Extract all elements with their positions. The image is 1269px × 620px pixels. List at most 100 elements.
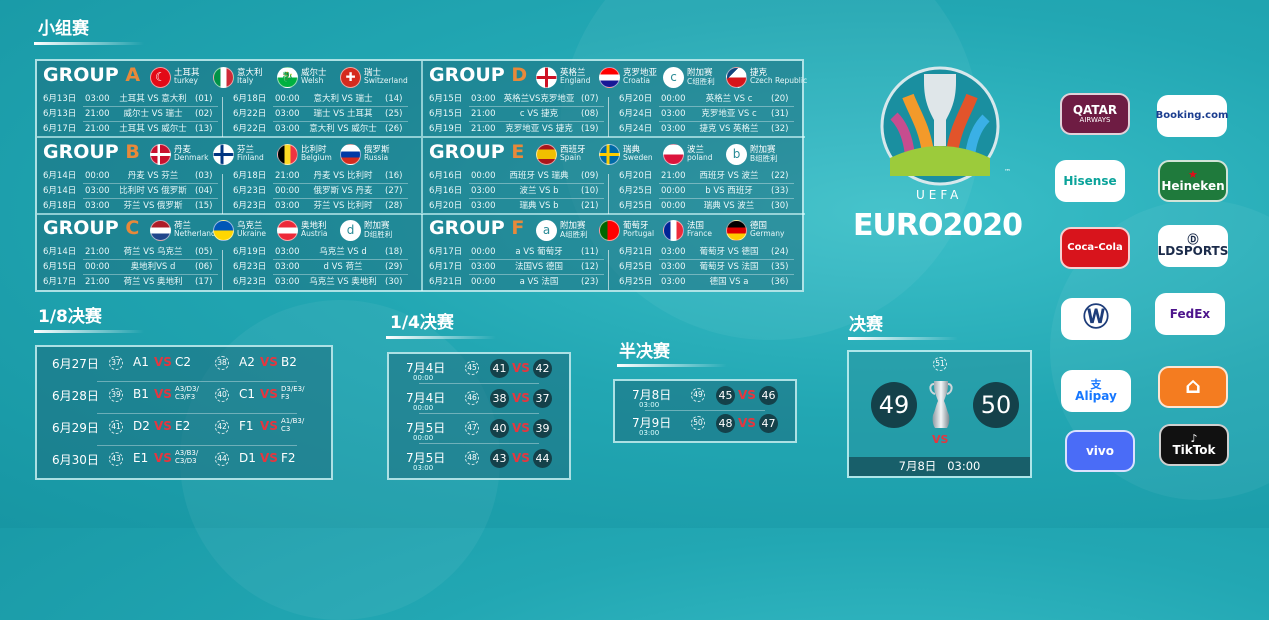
match-time: 03:00 xyxy=(639,429,660,437)
match-time: 00:00 xyxy=(471,247,496,257)
sponsor-label: FedEx xyxy=(1170,308,1210,321)
match-teams: 克罗地亚 VS 捷克 xyxy=(505,124,573,134)
match-teams: 西班牙 VS 瑞典 xyxy=(509,171,569,181)
sponsor-vivo[interactable]: vivo xyxy=(1065,430,1135,472)
team-name-cn: 附加赛 xyxy=(364,221,390,231)
sponsor-name: TikTok xyxy=(1172,443,1216,458)
team-slot: A2 xyxy=(239,355,255,369)
row-divider xyxy=(83,121,218,122)
match-time: 00:00 xyxy=(471,171,496,181)
match-row: 6月23日 03:00 乌克兰 VS 奥地利 (30) xyxy=(233,275,413,290)
match-date: 6月18日 xyxy=(233,171,267,181)
match-row: 6月15日 03:00 英格兰VS克罗地亚 (07) xyxy=(429,92,609,107)
match-date: 6月14日 xyxy=(43,171,77,181)
sponsor-label: Hisense xyxy=(1063,175,1116,188)
match-date: 6月20日 xyxy=(619,171,653,181)
turkey-flag-icon: ☾ xyxy=(150,67,171,88)
sponsor-fedex[interactable]: FedEx xyxy=(1155,293,1225,335)
sponsor-vw[interactable]: Ⓦ xyxy=(1061,298,1131,340)
team-name-en: Netherlands xyxy=(174,229,220,238)
row-divider xyxy=(273,259,408,260)
match-time: 00:00 xyxy=(661,201,686,211)
match-teams: 土耳其 VS 威尔士 xyxy=(119,124,187,134)
sponsor-bookingcom[interactable]: Booking.com xyxy=(1155,95,1229,137)
row-divider xyxy=(469,198,604,199)
row-divider xyxy=(469,106,604,107)
match-number: (23) xyxy=(581,277,599,287)
match-time: 03:00 xyxy=(275,262,300,272)
sponsor-qatar[interactable]: QATAR AIRWAYS xyxy=(1060,93,1130,135)
match-time: 00:00 xyxy=(85,262,110,272)
poland-flag-icon xyxy=(663,144,684,165)
match-date: 6月16日 xyxy=(429,171,463,181)
sponsor-label: vivo xyxy=(1086,445,1114,458)
row-divider xyxy=(469,274,604,275)
trophy-icon xyxy=(929,381,953,428)
match-date: 6月18日 xyxy=(233,94,267,104)
team-name-cn: 奥地利 xyxy=(301,221,327,231)
match-date: 6月16日 xyxy=(429,186,463,196)
sponsor-alipay[interactable]: 支 Alipay xyxy=(1061,370,1131,412)
sponsor-name: Booking.com xyxy=(1155,109,1229,121)
match-time: 03:00 xyxy=(471,94,496,104)
column-divider xyxy=(222,97,223,137)
sponsor-tiktok[interactable]: ♪ TikTok xyxy=(1159,424,1229,466)
match-teams: 威尔士 VS 瑞士 xyxy=(123,109,183,119)
match-time: 03:00 xyxy=(85,201,110,211)
team-name-en: Germany xyxy=(750,229,785,238)
sponsor-label: Ⓦ xyxy=(1083,305,1109,333)
match-number: (25) xyxy=(385,109,403,119)
match-date: 6月21日 xyxy=(619,247,653,257)
group-letter: B xyxy=(125,141,140,163)
match-row: 6月25日 00:00 b VS 西班牙 (33) xyxy=(619,184,799,199)
row-divider xyxy=(97,445,297,446)
team-name-en: poland xyxy=(687,153,713,162)
match-date: 6月15日 xyxy=(429,109,463,119)
final-title: 决赛 xyxy=(849,315,883,335)
match-number: (30) xyxy=(771,201,789,211)
sponsor-ldsports[interactable]: Ⓓ LDSPORTS xyxy=(1158,225,1228,267)
sponsor-hisense[interactable]: Hisense xyxy=(1055,160,1125,202)
sponsor-delivery[interactable]: ⌂ xyxy=(1158,366,1228,408)
team-slot: E2 xyxy=(175,419,191,433)
match-date: 6月20日 xyxy=(429,201,463,211)
team-slot: 44 xyxy=(533,449,552,468)
match-teams: 瑞士 VS 土耳其 xyxy=(313,109,373,119)
match-teams: 荷兰 VS 奥地利 xyxy=(123,277,183,287)
sponsor-cocacola[interactable]: Coca-Cola xyxy=(1060,227,1130,269)
match-row: 6月19日 03:00 乌克兰 VS d (18) xyxy=(233,245,413,260)
match-number: (04) xyxy=(195,186,213,196)
finland-flag-icon xyxy=(213,144,234,165)
match-number: 51 xyxy=(933,357,947,371)
match-date: 6月14日 xyxy=(43,247,77,257)
match-number: (28) xyxy=(385,201,403,211)
team-name-en: Ukraine xyxy=(237,229,266,238)
team-slot: 41 xyxy=(490,359,509,378)
row-divider xyxy=(659,274,794,275)
match-number: 39 xyxy=(109,388,123,402)
sponsor-sub: AIRWAYS xyxy=(1079,115,1111,124)
match-number: (06) xyxy=(195,262,213,272)
vs-label: VS xyxy=(154,451,172,465)
match-number: (08) xyxy=(581,109,599,119)
match-number: (11) xyxy=(581,247,599,257)
column-divider xyxy=(608,174,609,214)
spain-flag-icon xyxy=(536,144,557,165)
match-row: 6月22日 03:00 瑞士 VS 土耳其 (25) xyxy=(233,107,413,122)
match-time: 21:00 xyxy=(85,124,110,134)
row-divider xyxy=(469,183,604,184)
match-date: 6月23日 xyxy=(233,186,267,196)
match-teams: 捷克 VS 英格兰 xyxy=(699,124,759,134)
team-name-cn: 英格兰 xyxy=(560,68,586,78)
match-row: 6月20日 21:00 西班牙 VS 波兰 (22) xyxy=(619,169,799,184)
vs-label: VS xyxy=(512,391,530,405)
match-number: (27) xyxy=(385,186,403,196)
team-name-cn: 比利时 xyxy=(301,145,327,155)
match-date: 7月8日 xyxy=(632,388,672,402)
sponsor-heineken[interactable]: ★ Heineken xyxy=(1158,160,1228,202)
match-date: 6月14日 xyxy=(43,186,77,196)
team-slot: D1 xyxy=(239,451,256,465)
match-time: 03:00 xyxy=(471,186,496,196)
match-number: (31) xyxy=(771,109,789,119)
group-a: GROUP A ☾ 土耳其 turkey 意大利 Italy 🐉 威尔士 Welsh ✚ 瑞士 Swi… xyxy=(37,61,421,138)
